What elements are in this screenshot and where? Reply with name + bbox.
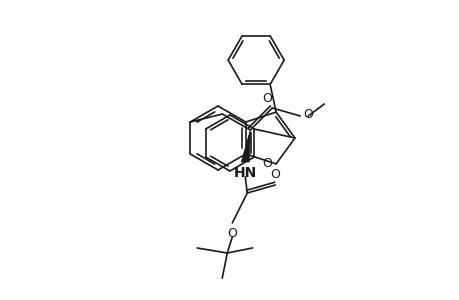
Text: O: O — [270, 167, 280, 181]
Text: O: O — [262, 92, 272, 104]
Text: O: O — [227, 227, 237, 240]
Text: O: O — [262, 158, 271, 170]
Text: O: O — [302, 107, 313, 121]
Polygon shape — [241, 130, 250, 162]
Text: HN: HN — [233, 166, 257, 180]
